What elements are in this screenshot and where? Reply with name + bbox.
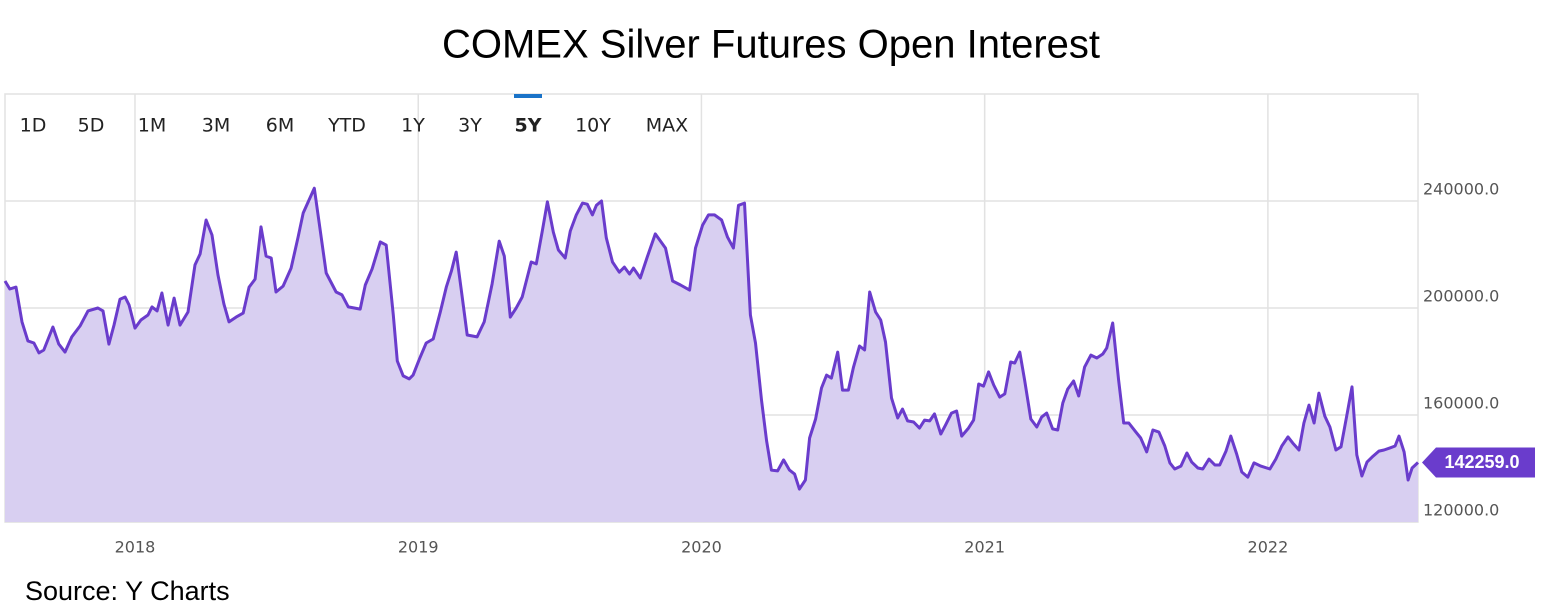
- value-badge: [1422, 447, 1535, 478]
- x-tick-label: 2019: [398, 538, 439, 557]
- range-button[interactable]: 10Y: [575, 115, 611, 137]
- range-button[interactable]: YTD: [327, 115, 366, 137]
- range-button[interactable]: 6M: [266, 115, 294, 137]
- range-button[interactable]: 1M: [138, 115, 166, 137]
- range-button[interactable]: 3M: [202, 115, 230, 137]
- value-badge-label: 142259.0: [1444, 452, 1519, 472]
- range-button[interactable]: 1Y: [401, 115, 425, 137]
- data-line: [3, 186, 1420, 491]
- chart-title: COMEX Silver Futures Open Interest: [442, 23, 1100, 67]
- x-tick-label: 2021: [964, 538, 1005, 557]
- range-indicator: [514, 94, 542, 98]
- y-tick-label: 160000.0: [1423, 394, 1499, 413]
- y-tick-label: 200000.0: [1423, 287, 1499, 306]
- x-tick-label: 2022: [1248, 538, 1289, 557]
- y-tick-label: 240000.0: [1423, 180, 1499, 199]
- range-button[interactable]: MAX: [646, 115, 688, 137]
- range-button[interactable]: 3Y: [458, 115, 482, 137]
- area-fill: [5, 188, 1418, 522]
- x-tick-label: 2018: [115, 538, 156, 557]
- range-button[interactable]: 1D: [20, 115, 47, 137]
- source-note: Source: Y Charts: [25, 576, 230, 606]
- y-tick-label: 120000.0: [1423, 501, 1499, 520]
- range-button[interactable]: 5Y: [515, 115, 542, 137]
- x-tick-label: 2020: [681, 538, 722, 557]
- range-button[interactable]: 5D: [78, 115, 105, 137]
